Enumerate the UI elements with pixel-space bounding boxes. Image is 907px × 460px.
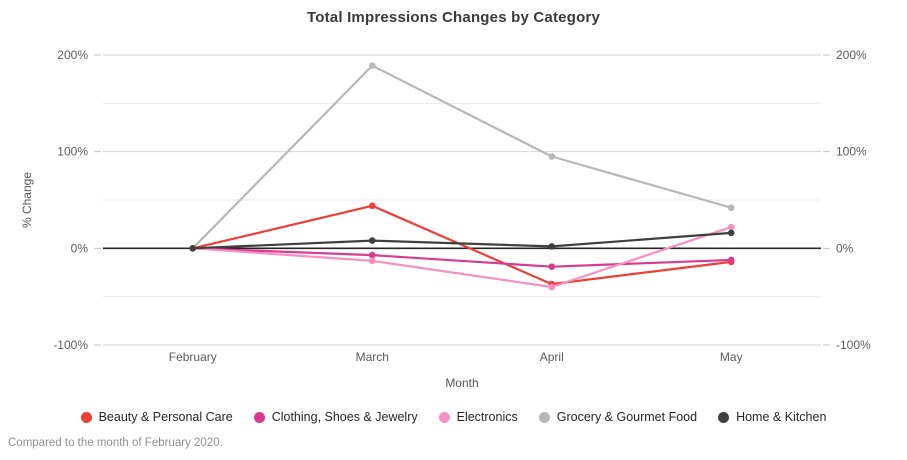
- legend-item[interactable]: Beauty & Personal Care: [80, 410, 233, 424]
- x-axis-label: March: [356, 350, 389, 364]
- chart-title: Total Impressions Changes by Category: [306, 9, 601, 26]
- series-line: [191, 64, 732, 250]
- x-axis-label: February: [169, 350, 217, 364]
- x-axis-title: Month: [445, 376, 478, 390]
- legend-dot-icon: [80, 411, 92, 423]
- footer-note: Compared to the month of February 2020.: [8, 437, 223, 449]
- legend-label: Home & Kitchen: [736, 410, 827, 424]
- data-point: [548, 153, 556, 160]
- legend-item[interactable]: Grocery & Gourmet Food: [538, 410, 698, 424]
- data-point: [368, 202, 376, 210]
- series-line: [192, 231, 732, 250]
- x-axis-label: May: [720, 350, 743, 364]
- series-line: [192, 226, 732, 289]
- y-axis-label-left: -100%: [53, 338, 88, 352]
- y-axis-label-left: 200%: [57, 48, 88, 62]
- data-point: [548, 263, 556, 271]
- data-point: [189, 245, 197, 252]
- data-point: [548, 283, 556, 291]
- y-axis-label-right: 0%: [836, 241, 854, 255]
- chart-legend: Beauty & Personal Care Clothing, Shoes & …: [0, 410, 907, 424]
- data-point: [727, 204, 735, 212]
- legend-item[interactable]: Electronics: [438, 410, 518, 424]
- legend-label: Grocery & Gourmet Food: [556, 410, 698, 424]
- y-axis-label-left: 0%: [71, 241, 89, 255]
- legend-dot-icon: [438, 411, 450, 423]
- line-chart: 200% 200% 100% 100% 0% 0% -100% -100% February Ma…: [20, 48, 871, 390]
- data-point: [368, 251, 376, 259]
- series-line: [192, 247, 732, 268]
- legend-dot-icon: [253, 411, 265, 423]
- data-point: [727, 256, 735, 264]
- data-point: [368, 62, 376, 69]
- legend-label: Beauty & Personal Care: [98, 410, 233, 424]
- legend-item[interactable]: Home & Kitchen: [718, 410, 826, 424]
- legend-label: Clothing, Shoes & Jewelry: [271, 410, 418, 424]
- data-point: [368, 237, 376, 244]
- legend-item[interactable]: Clothing, Shoes & Jewelry: [253, 410, 418, 424]
- x-axis-label: April: [540, 350, 564, 364]
- data-point: [727, 229, 735, 237]
- data-point: [727, 223, 735, 231]
- y-axis-label-left: 100%: [57, 145, 88, 159]
- legend-dot-icon: [538, 411, 550, 423]
- data-point: [368, 257, 376, 265]
- y-axis-label-right: -100%: [836, 338, 871, 352]
- y-axis-label-right: 100%: [836, 145, 867, 159]
- series-line: [192, 204, 732, 286]
- legend-label: Electronics: [456, 410, 518, 424]
- legend-dot-icon: [718, 411, 730, 423]
- y-axis-label-right: 200%: [836, 48, 867, 62]
- data-point: [548, 243, 556, 250]
- y-axis-title: % Change: [20, 172, 34, 228]
